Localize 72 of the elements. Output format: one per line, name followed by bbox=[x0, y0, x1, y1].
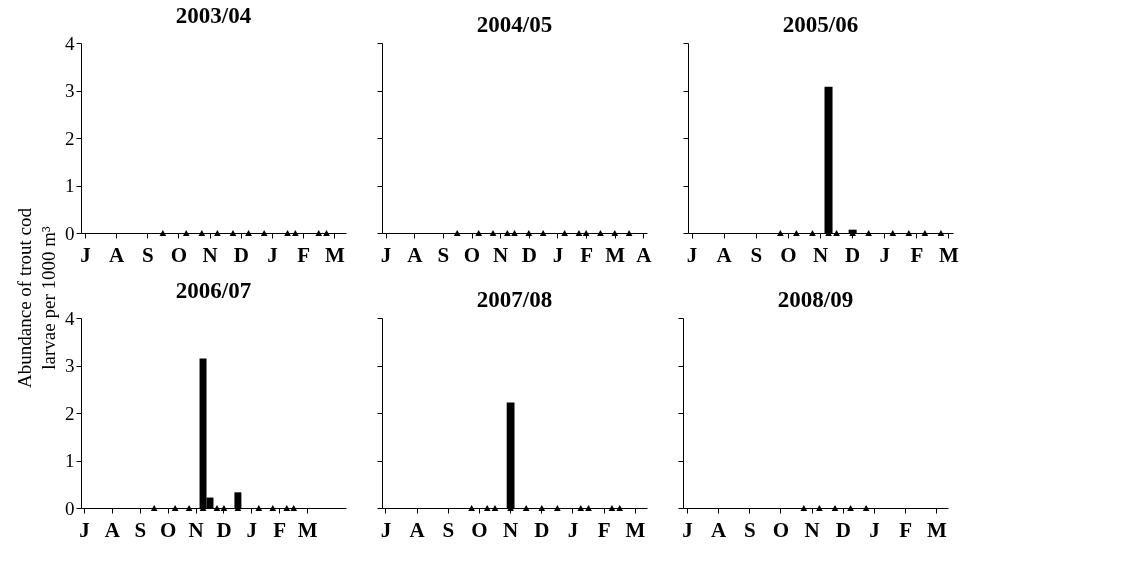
x-tick-label: J bbox=[869, 517, 880, 542]
chart-title: 2006/07 bbox=[175, 278, 252, 303]
x-tick-label: J bbox=[267, 242, 278, 267]
x-tick-label: N bbox=[202, 242, 218, 267]
x-tick-label: J bbox=[380, 242, 392, 267]
x-tick-label: A bbox=[108, 242, 125, 267]
x-tick-label: S bbox=[134, 517, 147, 542]
x-tick-label: A bbox=[716, 242, 733, 267]
x-tick-label: S bbox=[437, 242, 450, 267]
x-tick-label: J bbox=[246, 517, 258, 542]
x-tick-label: J bbox=[567, 517, 579, 542]
x-tick-label: F bbox=[910, 242, 924, 267]
x-tick-label: J bbox=[80, 242, 91, 267]
x-tick-label: S bbox=[141, 242, 154, 267]
x-tick-label: M bbox=[625, 517, 646, 542]
chart-title: 2005/06 bbox=[782, 11, 859, 37]
x-tick-label: O bbox=[170, 242, 188, 267]
x-tick-label: M bbox=[297, 517, 318, 542]
y-tick-label: 3 bbox=[65, 355, 75, 376]
x-tick-label: F bbox=[297, 242, 311, 267]
y-tick-label: 1 bbox=[65, 450, 75, 471]
x-tick-label: F bbox=[273, 517, 287, 542]
chart-title: 2003/04 bbox=[175, 3, 252, 28]
x-tick-label: F bbox=[580, 242, 594, 267]
x-tick-label: N bbox=[493, 242, 509, 267]
y-tick-label: 0 bbox=[65, 222, 75, 244]
y-tick-label: 0 bbox=[65, 497, 75, 519]
x-tick-label: M bbox=[926, 517, 947, 542]
chart-title: 2004/05 bbox=[476, 11, 553, 37]
x-tick-label: S bbox=[442, 517, 455, 542]
x-tick-label: J bbox=[686, 242, 698, 267]
x-tick-label: N bbox=[188, 517, 204, 542]
x-tick-label: O bbox=[160, 517, 177, 542]
x-tick-label: A bbox=[409, 517, 426, 542]
y-axis-title: Abundance of trout cod larvae per 1000 m³ bbox=[14, 207, 59, 388]
x-tick-label: O bbox=[772, 517, 790, 542]
x-tick-label: A bbox=[407, 242, 424, 267]
x-tick-label: N bbox=[503, 517, 519, 542]
x-tick-label: D bbox=[521, 242, 537, 267]
y-tick-label: 2 bbox=[65, 127, 75, 149]
chart-title: 2007/08 bbox=[476, 286, 553, 312]
x-tick-label: F bbox=[899, 517, 913, 542]
x-tick-label: O bbox=[463, 242, 481, 267]
x-tick-label: D bbox=[216, 517, 232, 542]
y-tick-label: 4 bbox=[65, 32, 75, 54]
chart-title: 2008/09 bbox=[777, 286, 854, 312]
x-tick-label: J bbox=[380, 517, 392, 542]
x-tick-label: D bbox=[233, 242, 249, 267]
x-tick-label: F bbox=[597, 517, 611, 542]
x-tick-label: A bbox=[636, 242, 653, 267]
y-tick-label: 4 bbox=[65, 307, 75, 329]
x-tick-label: N bbox=[804, 517, 820, 542]
x-tick-label: M bbox=[605, 242, 626, 267]
x-tick-label: D bbox=[534, 517, 550, 542]
x-tick-label: J bbox=[552, 242, 564, 267]
y-tick-label: 1 bbox=[65, 175, 75, 196]
x-tick-label: D bbox=[835, 517, 851, 542]
x-tick-label: S bbox=[743, 517, 756, 542]
y-tick-label: 3 bbox=[65, 80, 75, 101]
x-tick-label: J bbox=[79, 517, 90, 542]
x-tick-label: M bbox=[324, 242, 345, 267]
x-tick-label: J bbox=[682, 517, 693, 542]
x-tick-label: A bbox=[104, 517, 121, 542]
x-tick-label: N bbox=[812, 242, 829, 267]
x-tick-label: O bbox=[471, 517, 488, 542]
x-tick-label: J bbox=[879, 242, 890, 267]
x-tick-label: D bbox=[845, 242, 861, 267]
x-tick-label: M bbox=[939, 242, 960, 267]
x-tick-label: A bbox=[710, 517, 727, 542]
x-tick-label: O bbox=[780, 242, 797, 267]
x-tick-label: S bbox=[750, 242, 763, 267]
y-tick-label: 2 bbox=[65, 402, 75, 424]
